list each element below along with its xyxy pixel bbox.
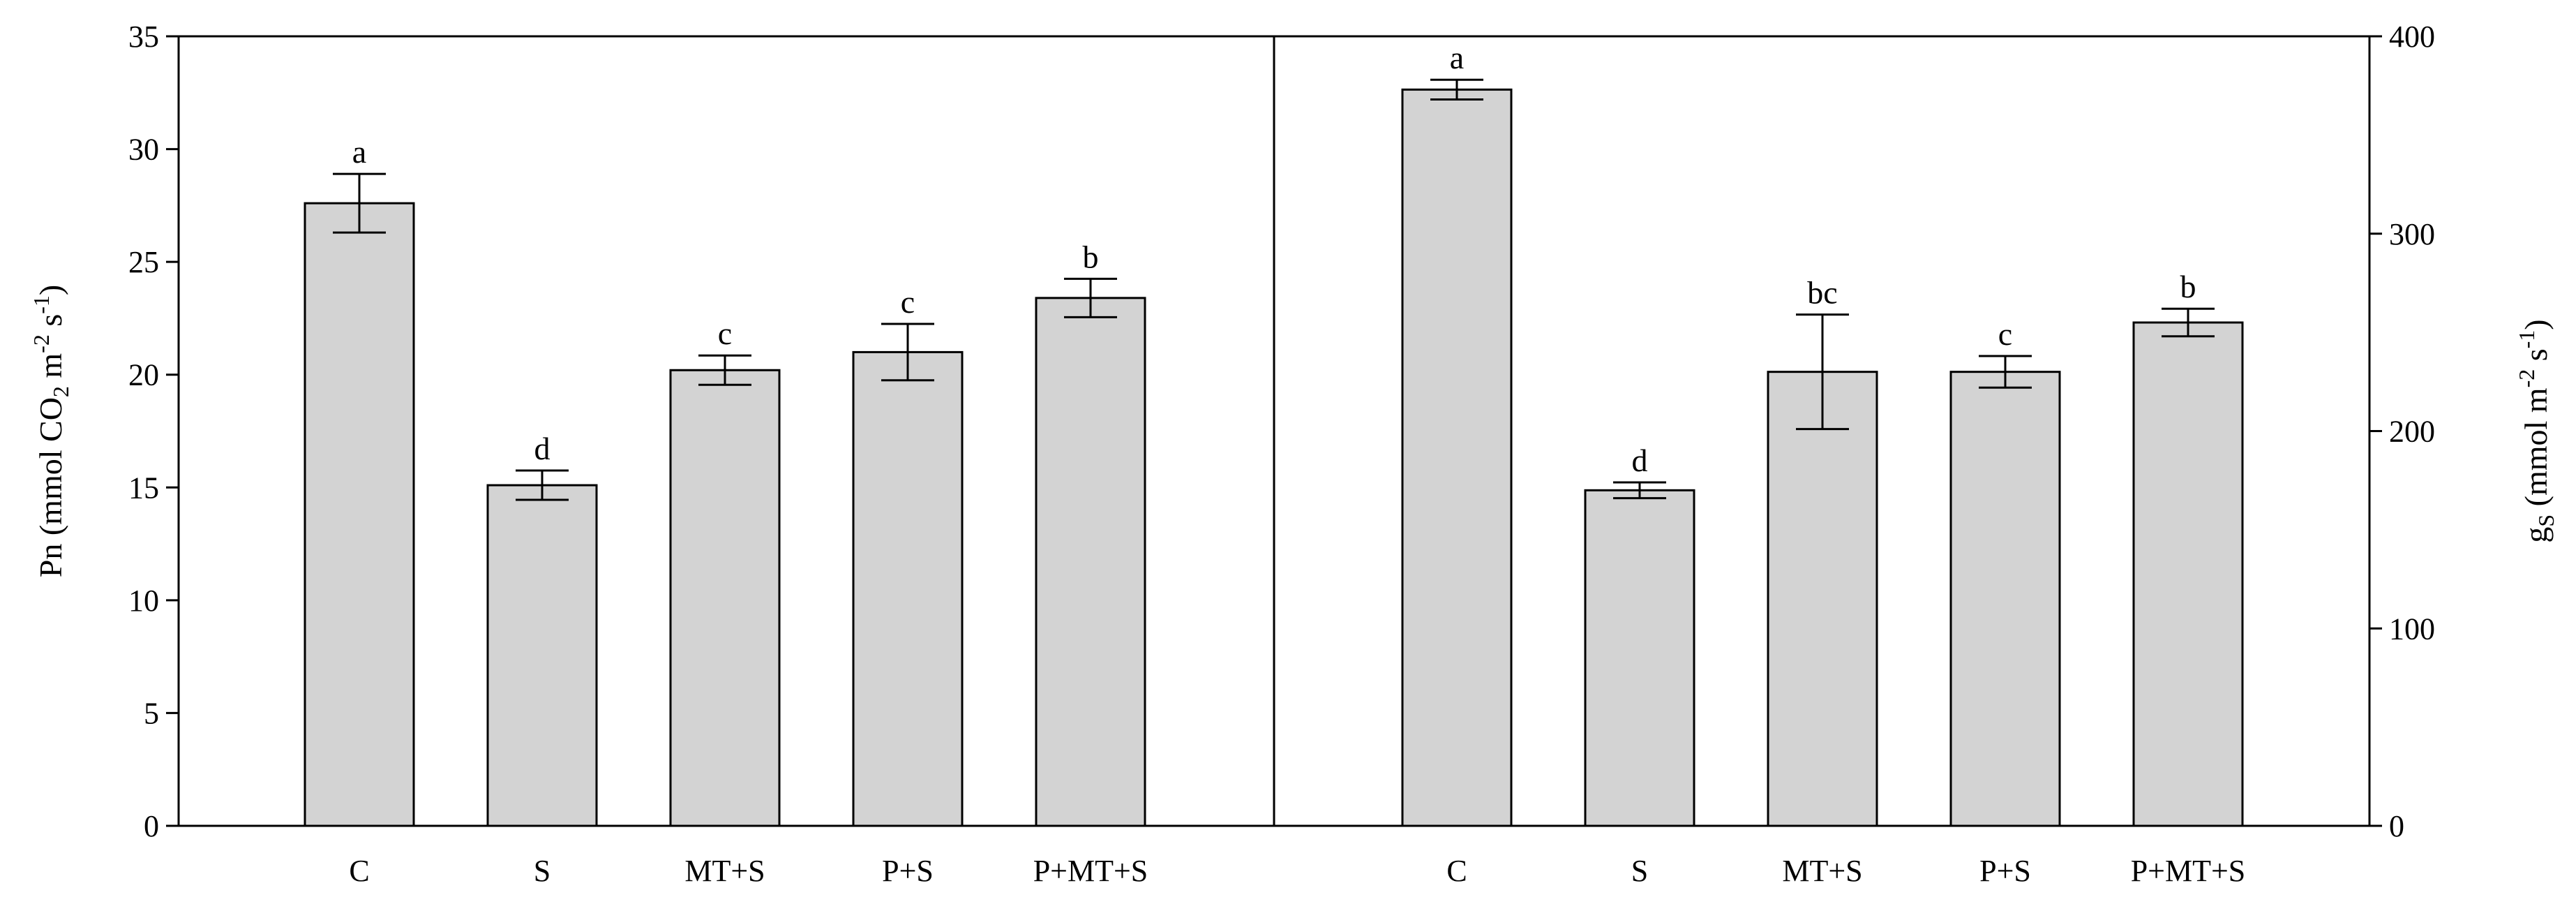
y-tick-label: 100: [2389, 612, 2435, 646]
category-label: MT+S: [684, 854, 765, 888]
category-label: S: [1631, 854, 1648, 888]
bar-s: [486, 484, 598, 827]
bar-p-s: [1949, 371, 2061, 827]
bar-mt-s: [1767, 371, 1878, 827]
significance-label: a: [352, 134, 366, 170]
y-axis-title: gS (mmol m-2 s-1): [2514, 319, 2559, 542]
significance-label: c: [901, 284, 915, 320]
category-label: MT+S: [1782, 854, 1862, 888]
category-label: P+S: [882, 854, 934, 888]
significance-label: b: [2180, 269, 2196, 304]
significance-label: b: [1083, 239, 1099, 274]
y-tick-label: 300: [2389, 217, 2435, 251]
y-tick-label: 15: [128, 471, 159, 505]
significance-label: a: [1450, 40, 1464, 75]
y-tick-label: 20: [128, 358, 159, 392]
y-tick-label: 35: [128, 20, 159, 54]
category-label: C: [1446, 854, 1467, 888]
significance-label: c: [718, 316, 732, 351]
y-tick-label: 30: [128, 133, 159, 167]
bar-s: [1584, 489, 1695, 827]
bar-p-mt-s: [2132, 321, 2244, 827]
panel-gs: a Cd Sbc MT+S c P+S b P+MT+S 0 100 200 300 400 gS (mm…: [1273, 20, 2559, 888]
category-label: P+MT+S: [1033, 854, 1148, 888]
y-axis-title: Pn (mmol CO2 m-2 s-1): [29, 285, 73, 577]
y-tick-label: 10: [128, 584, 159, 618]
category-label: P+S: [1979, 854, 2031, 888]
y-tick-label: 5: [144, 696, 159, 730]
panel-pn: a Cd Sc MT+S c P+S b P+MT+S 0 5 10 15 20 25 30 35 Pn (mm…: [29, 20, 1275, 888]
category-label: S: [534, 854, 551, 888]
y-tick-label: 200: [2389, 415, 2435, 449]
y-tick-label: 0: [144, 809, 159, 843]
bar-c: [1401, 88, 1513, 827]
category-label: C: [349, 854, 369, 888]
significance-label: bc: [1807, 275, 1837, 311]
significance-label: c: [1998, 316, 2012, 352]
category-label: P+MT+S: [2131, 854, 2246, 888]
y-tick-label: 25: [128, 245, 159, 279]
y-tick-label: 0: [2389, 809, 2404, 843]
bar-p-s: [852, 350, 964, 827]
significance-label: d: [1632, 443, 1648, 478]
significance-label: d: [534, 431, 551, 466]
bar-mt-s: [669, 369, 781, 827]
bar-p-mt-s: [1035, 297, 1146, 827]
y-tick-label: 400: [2389, 20, 2435, 54]
bar-c: [304, 202, 415, 827]
